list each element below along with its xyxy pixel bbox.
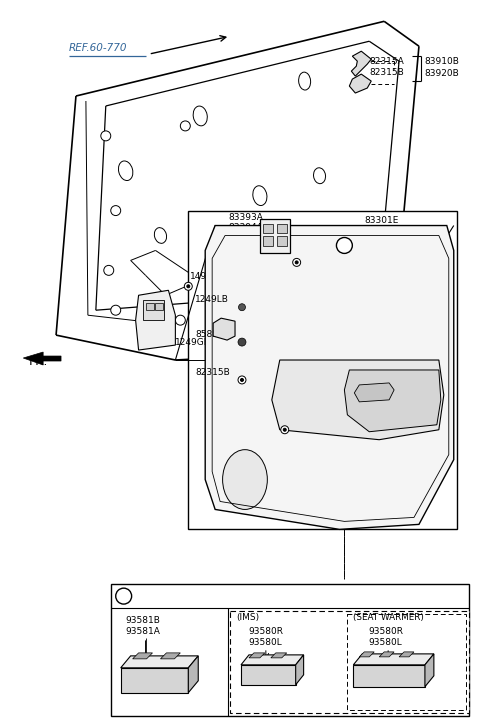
Polygon shape: [271, 653, 287, 658]
Circle shape: [181, 121, 190, 131]
Ellipse shape: [154, 228, 167, 244]
Bar: [347, 614, 466, 710]
Bar: [156, 303, 163, 310]
Polygon shape: [23, 352, 61, 365]
Circle shape: [111, 305, 121, 316]
Text: 93580R: 93580R: [368, 627, 403, 636]
Polygon shape: [425, 654, 434, 687]
Bar: [121, 668, 188, 693]
Circle shape: [238, 376, 246, 384]
Bar: [143, 300, 164, 320]
Text: 93581A: 93581A: [125, 627, 160, 636]
Circle shape: [104, 265, 114, 276]
Text: 93581B: 93581B: [125, 616, 160, 625]
Circle shape: [238, 338, 246, 346]
Text: 83302E: 83302E: [364, 225, 399, 235]
Polygon shape: [344, 370, 441, 432]
Text: 1249LB: 1249LB: [195, 295, 229, 305]
Polygon shape: [133, 653, 152, 659]
Circle shape: [184, 282, 192, 290]
Polygon shape: [188, 656, 198, 693]
Circle shape: [281, 426, 289, 434]
Circle shape: [116, 588, 132, 604]
Text: REF.60-770: REF.60-770: [69, 43, 127, 53]
Polygon shape: [241, 655, 304, 665]
Polygon shape: [354, 383, 394, 402]
Circle shape: [283, 428, 286, 431]
Circle shape: [293, 258, 301, 266]
Polygon shape: [359, 652, 374, 657]
Circle shape: [239, 304, 245, 310]
Text: 82315B: 82315B: [195, 368, 230, 377]
Text: 83910B: 83910B: [424, 57, 459, 66]
Text: 93580L: 93580L: [368, 638, 402, 647]
Text: FR.: FR.: [29, 355, 48, 368]
Polygon shape: [121, 656, 198, 668]
Circle shape: [111, 206, 121, 216]
Circle shape: [295, 300, 305, 310]
Bar: [354, 665, 425, 687]
Polygon shape: [379, 652, 394, 657]
Text: 1491AD: 1491AD: [190, 273, 226, 281]
Ellipse shape: [193, 106, 207, 126]
Text: 85858C: 85858C: [195, 330, 230, 339]
Text: a: a: [342, 241, 347, 251]
Text: 1249GE: 1249GE: [175, 338, 211, 347]
Polygon shape: [160, 653, 181, 659]
Polygon shape: [399, 652, 414, 657]
Polygon shape: [296, 655, 304, 685]
Bar: [111, 585, 468, 715]
Ellipse shape: [298, 72, 310, 90]
Polygon shape: [213, 318, 235, 340]
Text: (SEAT WARMER): (SEAT WARMER): [354, 613, 424, 622]
Ellipse shape: [118, 161, 133, 180]
Text: (IMS): (IMS): [236, 613, 259, 622]
Polygon shape: [272, 360, 444, 440]
Text: 83394A: 83394A: [228, 222, 263, 231]
Bar: [260, 219, 290, 254]
Polygon shape: [136, 290, 175, 350]
Polygon shape: [205, 225, 454, 529]
Bar: [230, 611, 468, 712]
Polygon shape: [249, 653, 265, 658]
Text: 83393A: 83393A: [228, 212, 263, 222]
Text: 1327AE: 1327AE: [302, 249, 336, 257]
Ellipse shape: [253, 186, 267, 206]
Bar: [263, 236, 273, 246]
Circle shape: [240, 379, 243, 382]
Text: 93580L: 93580L: [248, 638, 282, 647]
Circle shape: [336, 238, 353, 254]
Circle shape: [101, 131, 111, 141]
Circle shape: [295, 261, 298, 264]
Bar: [146, 303, 153, 310]
Circle shape: [187, 285, 190, 288]
Bar: [277, 236, 287, 246]
Polygon shape: [349, 74, 371, 93]
Text: 82315B: 82315B: [369, 68, 404, 77]
Circle shape: [245, 305, 255, 316]
Text: 83920B: 83920B: [424, 69, 459, 78]
Circle shape: [175, 316, 185, 325]
Polygon shape: [352, 51, 371, 76]
Bar: [263, 223, 273, 233]
Bar: [188, 211, 457, 529]
Text: 82315A: 82315A: [369, 57, 404, 66]
Ellipse shape: [314, 168, 326, 184]
Ellipse shape: [223, 450, 267, 510]
Text: 93580R: 93580R: [248, 627, 283, 636]
Polygon shape: [354, 654, 434, 665]
Text: 82620: 82620: [240, 325, 269, 334]
Text: 83301E: 83301E: [364, 216, 399, 225]
Text: 82610: 82610: [240, 316, 269, 324]
Text: a: a: [121, 591, 127, 601]
Bar: [277, 223, 287, 233]
Bar: [241, 665, 296, 685]
